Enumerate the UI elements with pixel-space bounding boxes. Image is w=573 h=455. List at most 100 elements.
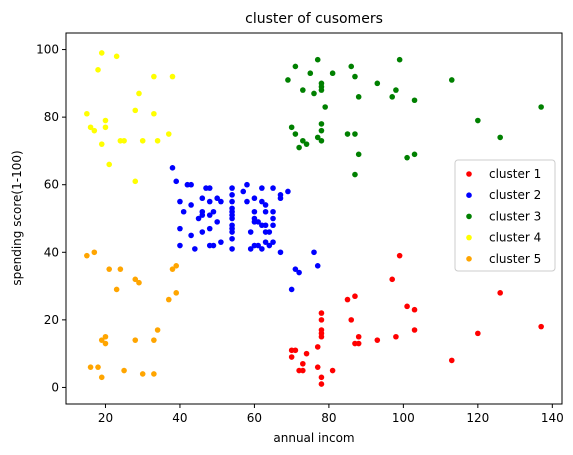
data-point [91, 127, 98, 134]
data-point [210, 208, 217, 215]
data-point [475, 330, 481, 337]
data-point [151, 337, 157, 343]
data-point [132, 337, 139, 343]
data-point [132, 107, 139, 114]
data-point [404, 154, 410, 161]
data-point [262, 239, 269, 245]
data-point [95, 67, 101, 73]
data-point [262, 202, 269, 208]
data-point [344, 131, 351, 137]
data-point [259, 198, 265, 205]
legend: cluster 1 cluster 2 cluster 3 cluster 4 clus… [454, 159, 556, 272]
data-point [210, 242, 217, 249]
data-point [199, 229, 206, 235]
data-point [288, 286, 295, 293]
legend-label: cluster 5 [489, 252, 541, 266]
legend-marker [466, 192, 472, 198]
data-point [229, 185, 235, 191]
data-point [206, 198, 213, 205]
data-point [214, 195, 220, 202]
data-point [139, 371, 146, 377]
x-tick-label: 140 [541, 411, 564, 425]
series-5 [84, 249, 180, 381]
y-tick-label: 40 [44, 245, 59, 259]
data-point [329, 70, 336, 77]
data-point [139, 137, 146, 144]
data-point [318, 374, 325, 381]
data-point [240, 188, 247, 195]
data-point [396, 56, 403, 63]
data-point [251, 195, 258, 202]
data-point [229, 192, 235, 198]
legend-label: cluster 4 [489, 231, 541, 245]
data-point [318, 327, 325, 333]
data-point [314, 56, 321, 63]
data-point [404, 303, 410, 310]
data-point [177, 225, 183, 232]
data-point [102, 117, 109, 124]
data-point [218, 198, 224, 205]
data-point [285, 77, 291, 83]
data-point [318, 317, 325, 323]
data-point [322, 104, 328, 110]
data-point [136, 279, 142, 286]
legend-marker [466, 171, 472, 177]
data-point [229, 205, 235, 212]
data-point [314, 263, 321, 269]
data-point [188, 202, 194, 208]
data-point [355, 333, 362, 340]
data-point [314, 134, 321, 141]
data-point [296, 144, 302, 151]
series-1 [288, 252, 544, 387]
y-tick-label: 20 [44, 313, 59, 327]
y-axis-label: spending score(1-100) [10, 150, 24, 285]
legend-box [454, 159, 556, 272]
data-point [538, 104, 544, 110]
data-point [355, 94, 362, 100]
chart-title: cluster of cusomers [245, 11, 383, 27]
x-tick-label: 100 [392, 411, 415, 425]
data-point [132, 178, 139, 185]
data-point [318, 381, 325, 387]
x-tick-label: 120 [466, 411, 489, 425]
data-point [475, 117, 481, 124]
series-4 [84, 50, 176, 185]
data-point [229, 235, 235, 242]
data-point [277, 192, 284, 198]
data-point [206, 185, 213, 191]
data-point [151, 110, 157, 117]
data-point [266, 242, 273, 249]
plot-frame [65, 32, 563, 405]
data-point [251, 215, 258, 222]
data-point [497, 290, 503, 296]
data-point [121, 137, 127, 144]
data-point [538, 323, 544, 330]
data-point [229, 198, 235, 205]
legend-label: cluster 1 [489, 167, 541, 181]
data-point [352, 171, 358, 178]
data-point [411, 97, 418, 104]
y-tick-label: 60 [44, 178, 59, 192]
data-point [98, 337, 105, 343]
data-point [188, 181, 194, 188]
data-point [355, 340, 362, 347]
x-tick-label: 40 [172, 411, 187, 425]
data-point [98, 50, 105, 56]
x-tick-label: 80 [321, 411, 336, 425]
data-point [106, 161, 112, 168]
data-point [318, 127, 325, 134]
series-2 [169, 165, 321, 293]
data-point [195, 215, 202, 222]
data-point [154, 327, 161, 333]
data-point [259, 246, 265, 252]
data-point [244, 181, 250, 188]
data-point [314, 344, 321, 350]
data-point [151, 371, 157, 377]
data-point [300, 367, 306, 374]
data-point [173, 263, 180, 269]
data-point [229, 246, 235, 252]
data-point [214, 219, 220, 225]
data-point [303, 141, 310, 147]
data-point [270, 208, 276, 215]
